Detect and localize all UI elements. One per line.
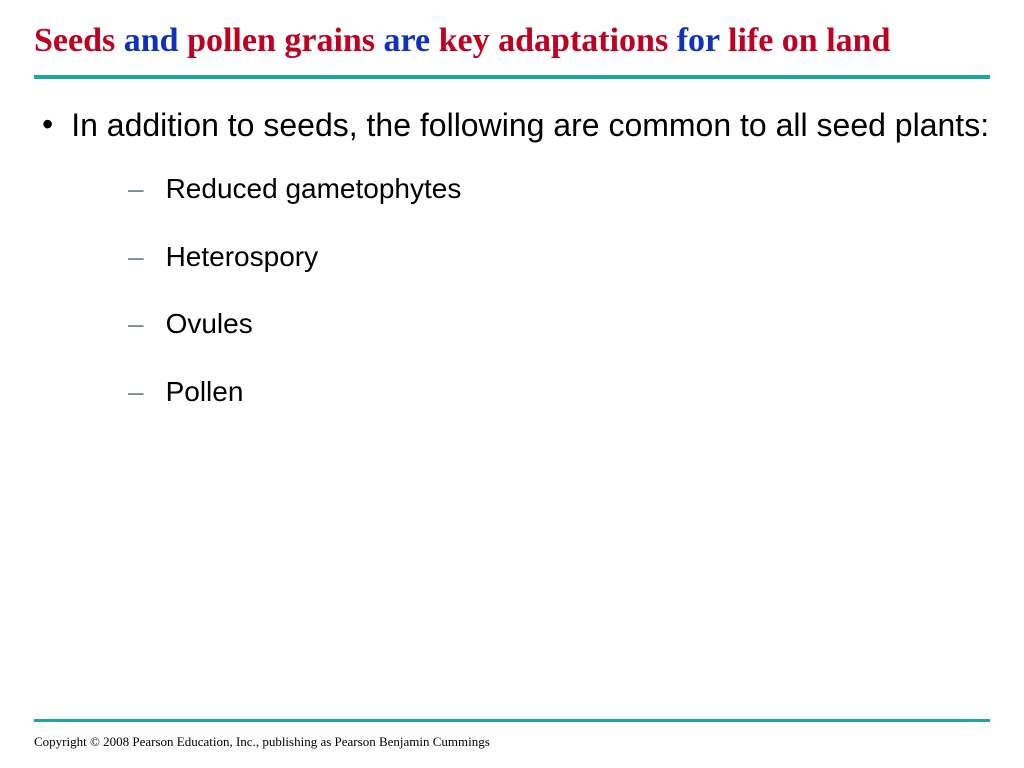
title-divider (34, 75, 990, 79)
title-word-2: pollen grains (187, 22, 375, 59)
dash-icon: – (128, 375, 144, 409)
list-item: – Heterospory (128, 240, 990, 274)
bullet-icon: • (42, 105, 53, 143)
list-item-label: Reduced gametophytes (166, 172, 462, 206)
content-area: • In addition to seeds, the following ar… (34, 105, 990, 409)
slide-title: Seeds and pollen grains are key adaptati… (34, 20, 990, 63)
dash-icon: – (128, 240, 144, 274)
copyright-text: Copyright © 2008 Pearson Education, Inc.… (34, 734, 490, 750)
list-item: – Ovules (128, 307, 990, 341)
list-item: – Reduced gametophytes (128, 172, 990, 206)
footer-divider (34, 719, 990, 722)
list-item-label: Pollen (166, 375, 244, 409)
bullet-text: In addition to seeds, the following are … (71, 105, 989, 147)
slide: Seeds and pollen grains are key adaptati… (0, 0, 1024, 408)
title-word-4: key adaptations (439, 22, 669, 59)
dash-icon: – (128, 307, 144, 341)
title-word-6: life on land (728, 22, 890, 59)
bullet-item: • In addition to seeds, the following ar… (42, 105, 990, 147)
title-word-1: and (115, 22, 187, 59)
list-item-label: Heterospory (166, 240, 319, 274)
dash-icon: – (128, 172, 144, 206)
title-word-5: for (668, 22, 728, 59)
title-word-0: Seeds (34, 22, 115, 59)
list-item-label: Ovules (166, 307, 253, 341)
sub-list: – Reduced gametophytes – Heterospory – O… (128, 172, 990, 408)
title-word-3: are (375, 22, 439, 59)
list-item: – Pollen (128, 375, 990, 409)
